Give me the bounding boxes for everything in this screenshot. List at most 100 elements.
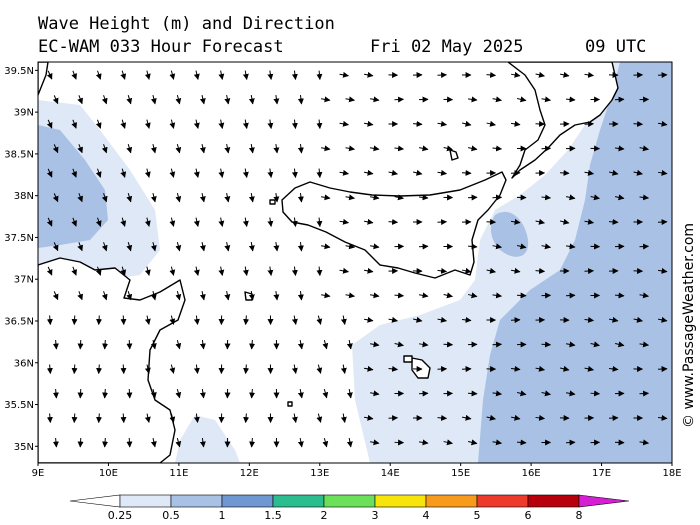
wave-direction-arrows <box>46 70 668 448</box>
wave-arrow <box>510 71 521 78</box>
wave-arrow <box>150 339 157 350</box>
wave-arrow <box>584 218 595 225</box>
wave-arrow <box>273 290 280 301</box>
wave-arrow <box>369 194 380 201</box>
wave-arrow <box>541 194 552 201</box>
wave-arrow <box>52 144 59 154</box>
wave-arrow <box>461 267 472 274</box>
land-aeolian <box>449 149 459 161</box>
lon-tick-label: 16E <box>522 468 541 479</box>
wave-arrow <box>224 94 231 105</box>
wave-arrow <box>102 339 109 350</box>
wave-arrow <box>461 169 472 176</box>
wave-arrow <box>443 145 453 152</box>
wave-arrow <box>169 413 176 423</box>
legend-label: 8 <box>576 509 583 522</box>
wave-arrow <box>316 217 323 228</box>
legend-label: 0.25 <box>108 509 133 522</box>
wave-arrow <box>71 168 77 178</box>
wave-arrow <box>96 413 103 424</box>
wave-arrow <box>437 414 448 421</box>
wave-arrow <box>120 315 127 326</box>
wave-arrow <box>316 168 323 179</box>
wave-arrow <box>291 364 298 375</box>
wave-arrow <box>418 145 429 152</box>
wave-arrow <box>248 241 255 252</box>
wave-arrow <box>297 388 304 399</box>
wave-arrow <box>120 70 127 80</box>
wave-arrow <box>126 291 133 301</box>
wave-arrow <box>144 70 151 80</box>
legend-swatch-low <box>69 494 121 508</box>
wave-arrow <box>297 339 304 350</box>
wave-arrow <box>394 292 405 299</box>
wave-arrow <box>77 95 83 105</box>
wave-arrow <box>559 169 570 176</box>
wave-arrow <box>224 290 231 301</box>
land-sardinia <box>38 62 49 96</box>
legend-label: 1 <box>219 509 226 522</box>
wave-arrow <box>46 119 53 129</box>
wave-arrow <box>77 437 84 448</box>
wave-arrow <box>437 169 448 176</box>
wave-arrow <box>320 96 331 103</box>
wave-arrow <box>52 291 59 301</box>
wave-arrow <box>52 437 59 448</box>
wave-arrow <box>394 341 404 348</box>
legend-label: 5 <box>474 509 481 522</box>
lat-tick-label: 37.5N <box>4 233 34 244</box>
wave-arrow <box>199 290 206 301</box>
wave-arrow <box>273 94 280 105</box>
legend-label: 1.5 <box>264 509 282 522</box>
wave-arrow <box>218 119 225 129</box>
wave-arrow <box>608 218 619 225</box>
wave-arrow <box>169 364 176 374</box>
wave-arrow <box>614 341 625 348</box>
wave-arrow <box>614 145 625 152</box>
wave-arrow <box>322 438 329 448</box>
legend-label: 3 <box>372 509 379 522</box>
lon-tick-label: 14E <box>381 468 400 479</box>
wave-arrow <box>412 169 423 176</box>
wave-arrow <box>46 168 53 178</box>
wave-arrow <box>175 438 182 448</box>
wave-arrow <box>320 292 331 299</box>
wave-arrow <box>243 413 250 424</box>
wave-arrow <box>175 193 182 203</box>
wave-arrow <box>339 218 350 225</box>
wave-arrow <box>248 143 255 154</box>
wave-arrow <box>52 388 59 399</box>
wave-arrow <box>224 143 231 154</box>
wave-arrow <box>144 413 151 423</box>
wave-arrow <box>150 144 157 154</box>
wave-arrow <box>120 119 127 129</box>
wave-arrow <box>193 217 200 227</box>
svg-text:© www.PassageWeather.com: © www.PassageWeather.com <box>681 223 697 428</box>
wave-arrow <box>657 120 668 127</box>
wave-arrow <box>535 365 546 372</box>
wave-arrow <box>175 242 182 252</box>
wave-arrow <box>316 119 323 130</box>
wave-arrow <box>291 119 298 130</box>
wave-arrow <box>224 241 231 252</box>
map-title-line1: Wave Height (m) and Direction <box>38 14 335 34</box>
wave-arrow <box>71 315 78 326</box>
wave-arrow <box>144 217 151 227</box>
wave-arrow <box>320 194 331 201</box>
wave-arrow <box>510 120 521 127</box>
wave-arrow <box>340 413 347 424</box>
wave-arrow <box>144 266 151 276</box>
lon-tick-label: 13E <box>310 468 329 479</box>
wave-arrow <box>46 364 53 375</box>
wave-arrow <box>297 290 304 301</box>
wave-arrow <box>363 267 374 274</box>
wave-arrow <box>345 145 356 152</box>
legend-swatch-high <box>578 494 630 508</box>
wave-arrow <box>169 168 176 178</box>
wave-arrow <box>169 119 176 129</box>
wave-arrow <box>150 437 157 448</box>
wave-arrow <box>175 340 182 350</box>
wave-arrow <box>468 439 478 446</box>
wave-arrow <box>461 414 472 421</box>
wave-arrow <box>633 316 643 323</box>
